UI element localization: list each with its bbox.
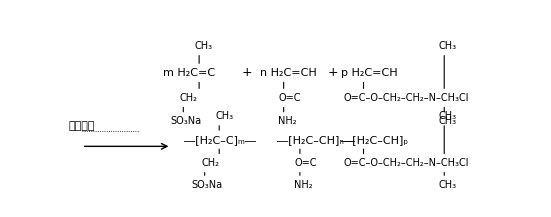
Text: +: + bbox=[327, 66, 338, 79]
Text: p H₂C=CH: p H₂C=CH bbox=[341, 68, 398, 78]
Text: 复合引发: 复合引发 bbox=[69, 121, 95, 131]
Text: CH₂: CH₂ bbox=[201, 158, 219, 168]
Text: SO₃Na: SO₃Na bbox=[192, 180, 223, 190]
Text: O=C–O–CH₂–CH₂–N–CH₃Cl: O=C–O–CH₂–CH₂–N–CH₃Cl bbox=[344, 93, 469, 103]
Text: CH₃: CH₃ bbox=[439, 116, 457, 126]
Text: SO₃Na: SO₃Na bbox=[170, 116, 202, 126]
Text: m H₂C=C: m H₂C=C bbox=[163, 68, 215, 78]
Text: ―[H₂C–C]ₘ―: ―[H₂C–C]ₘ― bbox=[184, 135, 256, 145]
Text: O=C: O=C bbox=[278, 93, 301, 103]
Text: CH₃: CH₃ bbox=[439, 111, 457, 121]
Text: CH₃: CH₃ bbox=[439, 180, 457, 190]
Text: CH₂: CH₂ bbox=[180, 93, 198, 103]
Text: n H₂C=CH: n H₂C=CH bbox=[260, 68, 317, 78]
Text: CH₃: CH₃ bbox=[195, 41, 213, 51]
Text: O=C: O=C bbox=[294, 158, 317, 168]
Text: NH₂: NH₂ bbox=[278, 116, 297, 126]
Text: CH₃: CH₃ bbox=[215, 111, 234, 121]
Text: ―[H₂C–CH]ₚ: ―[H₂C–CH]ₚ bbox=[341, 135, 408, 145]
Text: ―[H₂C–CH]ₙ―: ―[H₂C–CH]ₙ― bbox=[277, 135, 355, 145]
Text: NH₂: NH₂ bbox=[294, 180, 313, 190]
Text: O=C–O–CH₂–CH₂–N–CH₃Cl: O=C–O–CH₂–CH₂–N–CH₃Cl bbox=[344, 158, 469, 168]
Text: +: + bbox=[242, 66, 252, 79]
Text: CH₃: CH₃ bbox=[439, 41, 457, 51]
